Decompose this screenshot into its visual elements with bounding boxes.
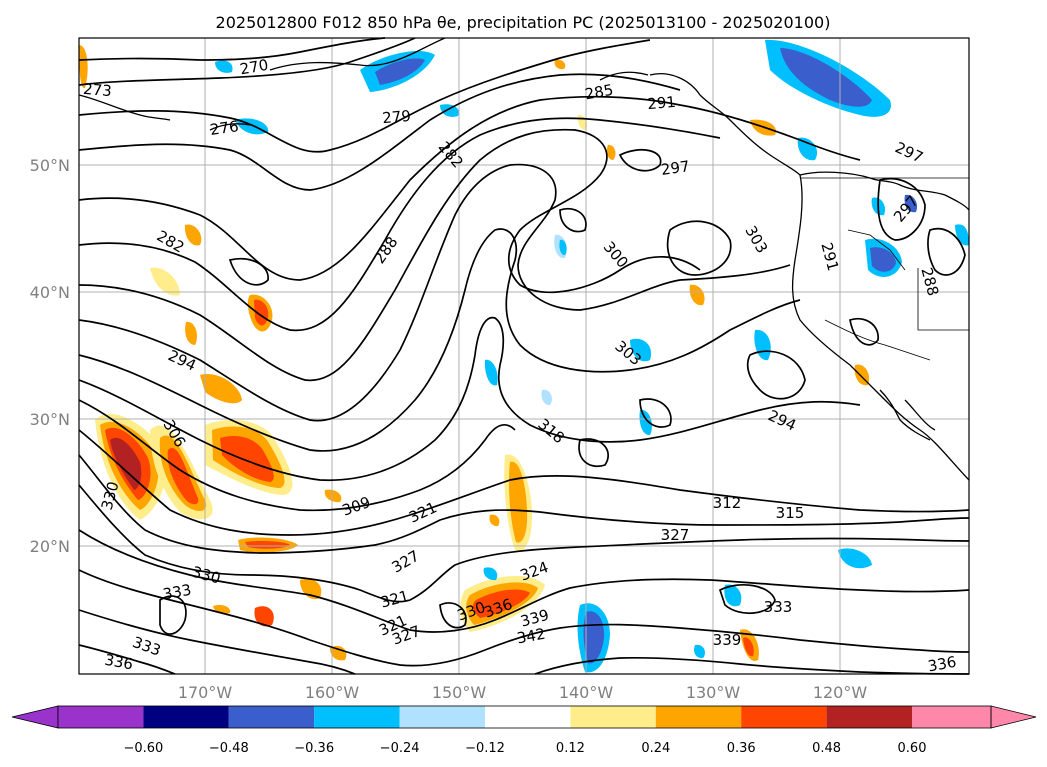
contour-label: 270 [238, 56, 269, 79]
map-frame [78, 37, 970, 675]
contour-label: 336 [103, 651, 134, 674]
lon-label: 160°W [305, 683, 360, 702]
colorbar-segment [314, 706, 400, 728]
colorbar-tick: 0.36 [727, 741, 756, 756]
lat-label: 50°N [30, 156, 70, 175]
contour-label: 279 [382, 107, 412, 127]
colorbar-tick: −0.60 [123, 741, 163, 756]
colorbar-segment [143, 706, 229, 728]
theta-e-contours [78, 37, 970, 675]
colorbar-segment [58, 706, 144, 728]
colorbar-tick: −0.24 [380, 741, 420, 756]
colorbar-tick: 0.12 [556, 741, 585, 756]
colorbar-tick: 0.60 [898, 741, 927, 756]
contour-label: 312 [713, 494, 742, 512]
graticule [79, 38, 969, 674]
contour-label: 336 [926, 653, 957, 676]
colorbar-segment [570, 706, 656, 728]
colorbar-tick: 0.48 [812, 741, 841, 756]
lon-label: 170°W [178, 683, 233, 702]
lat-label: 30°N [30, 410, 70, 429]
colorbar-tick: −0.12 [465, 741, 505, 756]
lat-label: 40°N [30, 283, 70, 302]
colorbar-extend-high [990, 705, 1037, 729]
contour-label: 315 [776, 504, 805, 522]
colorbar-segment [912, 706, 991, 728]
contour-label: 333 [764, 598, 793, 616]
colorbar-tick: 0.24 [641, 741, 670, 756]
colorbar-segment [228, 706, 315, 728]
contour-label: 297 [660, 157, 691, 179]
colorbar-segment [485, 706, 571, 728]
contour-label: 273 [82, 80, 112, 100]
map-panel: 270 273 276 279 282 282 285 288 291 294 … [78, 37, 970, 676]
contour-label: 327 [661, 526, 690, 544]
colorbar-tick: −0.36 [294, 741, 334, 756]
colorbar-extend-low [11, 705, 59, 729]
latitude-labels: 50°N 40°N 30°N 20°N [30, 156, 70, 556]
contour-label: 339 [713, 631, 742, 649]
borders [800, 177, 969, 361]
longitude-labels: 170°W 160°W 150°W 140°W 130°W 120°W [178, 683, 868, 702]
lon-label: 130°W [686, 683, 741, 702]
colorbar-segment [399, 706, 485, 728]
contour-label: 342 [515, 625, 546, 648]
colorbar: −0.60 −0.48 −0.36 −0.24 −0.12 0.12 0.24 … [11, 705, 1037, 756]
contour-label: 285 [583, 81, 614, 104]
colorbar-tick: −0.48 [209, 741, 249, 756]
colorbar-segment [655, 706, 742, 728]
contour-label: 276 [209, 117, 240, 139]
colorbar-segment [741, 706, 827, 728]
lat-label: 20°N [30, 537, 70, 556]
map-title: 2025012800 F012 850 hPa θe, precipitatio… [216, 13, 831, 32]
contour-label: 333 [161, 581, 192, 604]
lon-label: 140°W [559, 683, 614, 702]
lon-label: 150°W [432, 683, 487, 702]
contour-label: 291 [647, 93, 677, 113]
colorbar-segment [826, 706, 912, 728]
lon-label: 120°W [813, 683, 868, 702]
